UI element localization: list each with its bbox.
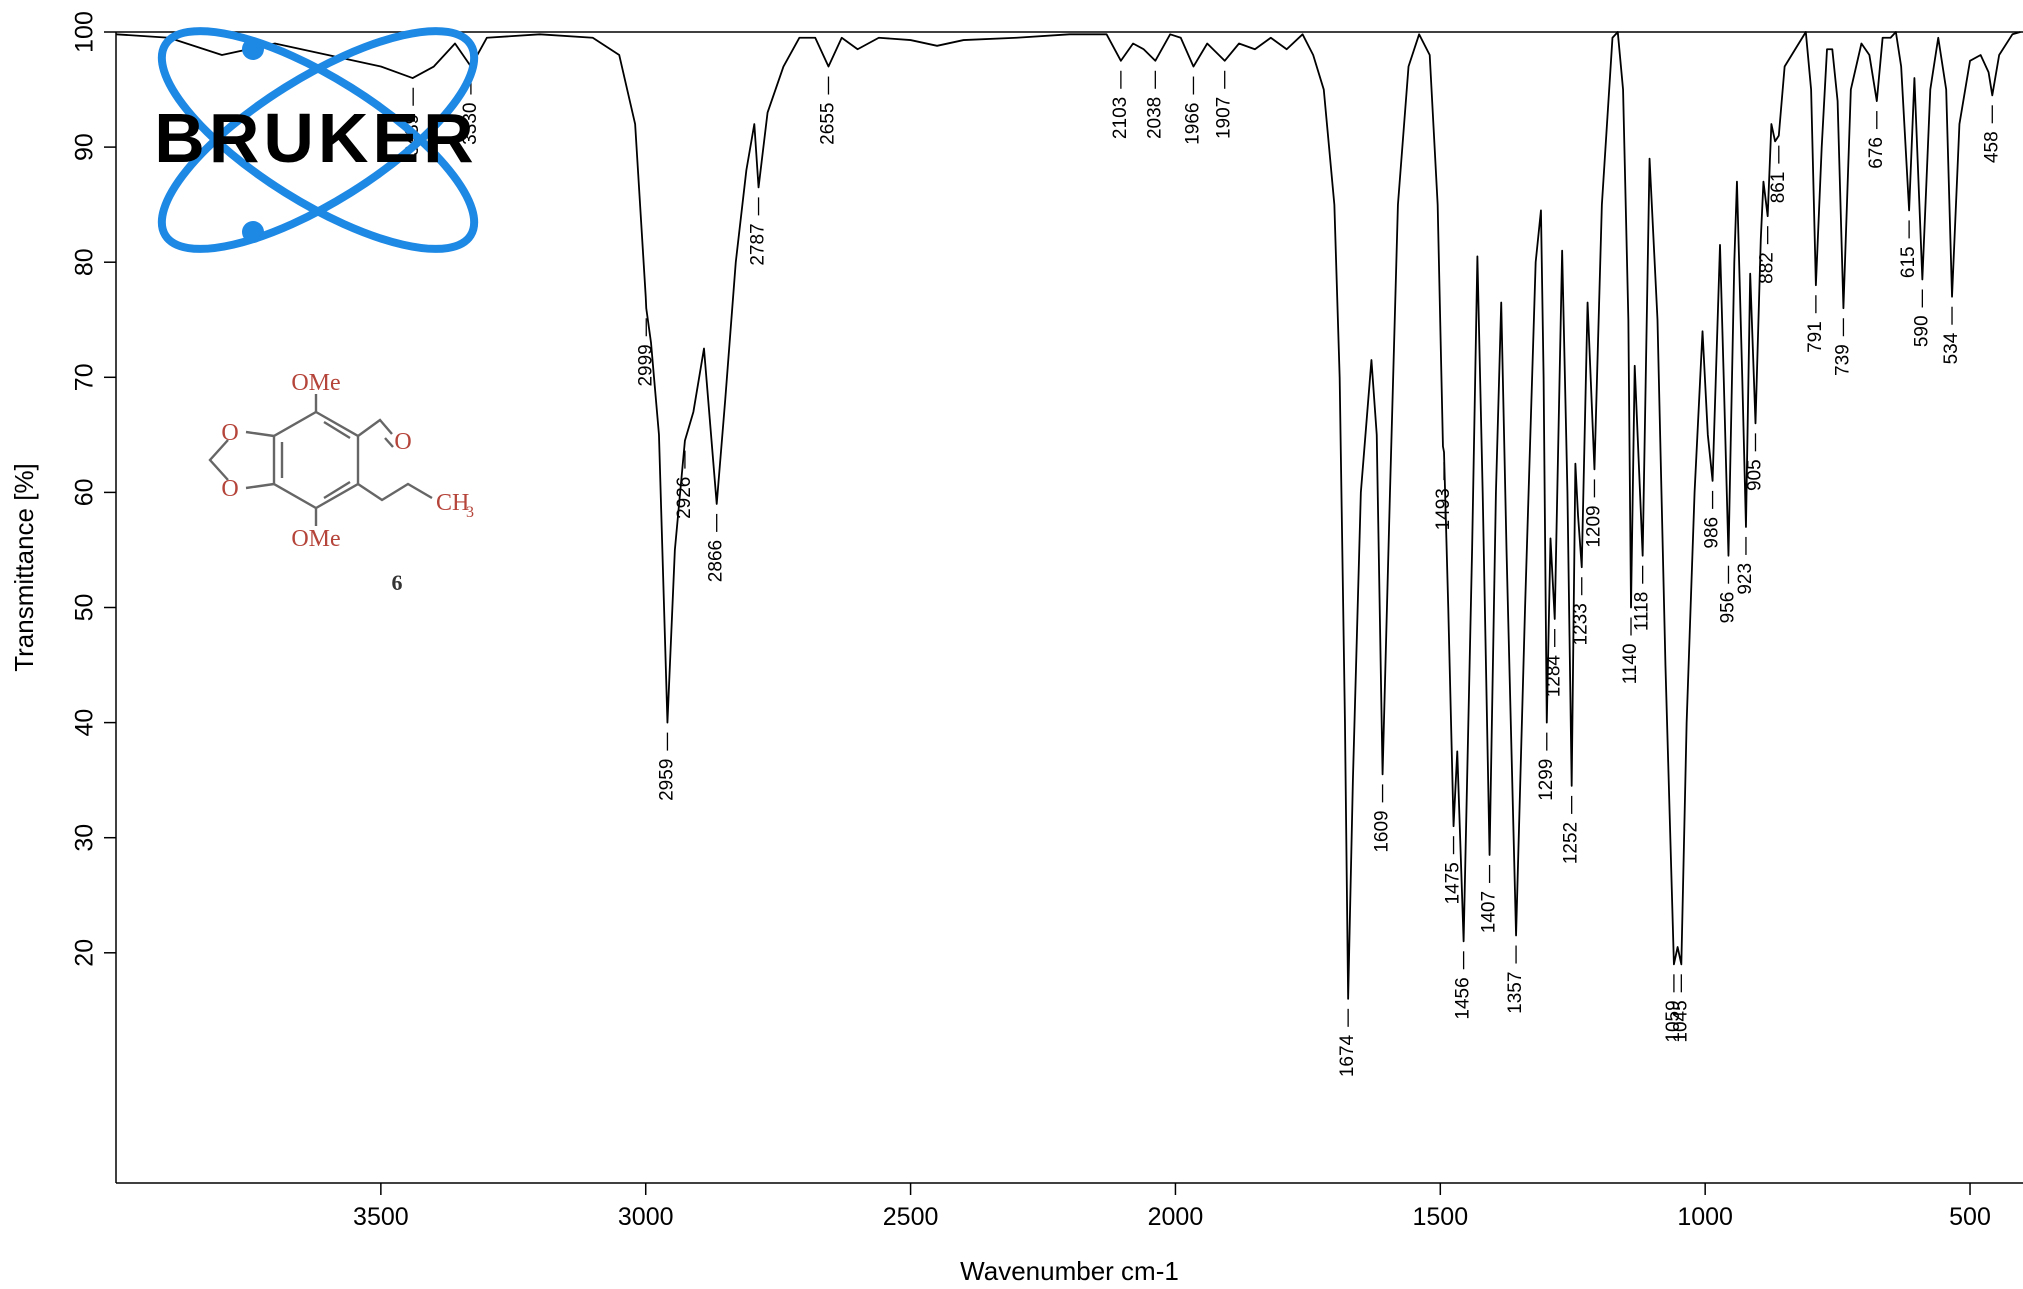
x-axis-title: Wavenumber cm-1 bbox=[960, 1256, 1179, 1286]
bond bbox=[245, 482, 275, 490]
bond bbox=[384, 437, 394, 448]
structure-label: OMe bbox=[291, 370, 340, 396]
peak-label: 1059 bbox=[1663, 1000, 1684, 1042]
peak-label: 1140 bbox=[1620, 644, 1641, 685]
peak-label: 1907 bbox=[1214, 97, 1235, 139]
peak-label: 2787 bbox=[748, 223, 769, 265]
peak-label: 2866 bbox=[706, 540, 727, 582]
bond bbox=[272, 410, 360, 510]
x-tick-label: 1000 bbox=[1677, 1203, 1733, 1231]
peak-label: 861 bbox=[1768, 172, 1789, 204]
bond bbox=[208, 439, 229, 481]
structure: OMe O O O OMe CH 3 6 bbox=[208, 370, 474, 595]
peak-label: 458 bbox=[1981, 131, 2002, 163]
peak-label: 1609 bbox=[1372, 810, 1393, 852]
peak-label: 739 bbox=[1832, 344, 1853, 376]
structure-label: 3 bbox=[466, 504, 474, 521]
structure-label: CH bbox=[436, 490, 469, 516]
bond bbox=[357, 418, 393, 437]
bond bbox=[323, 480, 351, 500]
peak-label: 615 bbox=[1898, 246, 1919, 278]
peak-label: 1407 bbox=[1479, 891, 1500, 933]
peak-label: 1966 bbox=[1182, 103, 1203, 145]
peak-label: 986 bbox=[1702, 517, 1723, 549]
peak-label: 676 bbox=[1866, 137, 1887, 169]
peak-label: 2038 bbox=[1144, 97, 1165, 139]
structure-label: O bbox=[221, 476, 238, 502]
peak-label: 1299 bbox=[1536, 759, 1557, 801]
structure-label: O bbox=[394, 429, 411, 455]
structure-label: O bbox=[221, 420, 238, 446]
peak-label: 3330 bbox=[460, 103, 481, 145]
peak-label: 956 bbox=[1717, 592, 1738, 624]
y-tick-label: 70 bbox=[71, 363, 99, 391]
x-tick-label: 500 bbox=[1949, 1203, 1991, 1231]
peak-label: 2103 bbox=[1110, 97, 1131, 139]
plot-area: 3500 3000 2500 2000 1500 1000 500 20 30 40 50 60 70 8… bbox=[9, 11, 2023, 1286]
peak-label: 1252 bbox=[1561, 822, 1582, 864]
peak-label: 2959 bbox=[656, 759, 677, 801]
peak-label: 1456 bbox=[1453, 977, 1474, 1019]
peak-label: 2926 bbox=[674, 477, 695, 519]
x-tick-label: 2500 bbox=[883, 1203, 939, 1231]
peak-label: 1209 bbox=[1583, 505, 1604, 547]
logo-dot bbox=[242, 221, 264, 243]
peak-label: 1233 bbox=[1571, 603, 1592, 645]
y-tick-label: 60 bbox=[71, 478, 99, 506]
bond bbox=[357, 482, 433, 502]
logo-orbit bbox=[157, 27, 479, 253]
peak-label: 791 bbox=[1805, 321, 1826, 353]
peak-label: 1674 bbox=[1337, 1034, 1358, 1077]
peak-label: 1493 bbox=[1433, 488, 1454, 530]
peak-label: 1475 bbox=[1443, 862, 1464, 904]
peak-label: 882 bbox=[1757, 252, 1778, 284]
y-axis-title: Transmittance [%] bbox=[9, 463, 39, 672]
structure-label: OMe bbox=[291, 526, 340, 552]
bond bbox=[323, 420, 351, 440]
y-tick-label: 80 bbox=[71, 248, 99, 276]
peak-label: 534 bbox=[1941, 332, 1962, 364]
peak-label: 590 bbox=[1911, 315, 1932, 347]
peak-label: 1045 bbox=[1670, 1000, 1691, 1042]
y-tick-label: 40 bbox=[71, 709, 99, 737]
peak-label: 2999 bbox=[635, 344, 656, 386]
y-tick-label: 90 bbox=[71, 133, 99, 161]
bond bbox=[245, 430, 275, 438]
logo-text: BRUKER bbox=[154, 99, 477, 177]
logo-dot bbox=[242, 38, 264, 60]
x-tick-label: 3000 bbox=[618, 1203, 674, 1231]
y-tick-label: 100 bbox=[71, 11, 99, 53]
y-tick-label: 30 bbox=[71, 824, 99, 852]
peak-label: 905 bbox=[1745, 459, 1766, 491]
logo-orbit bbox=[157, 27, 479, 253]
x-tick-label: 2000 bbox=[1148, 1203, 1204, 1231]
y-tick-label: 50 bbox=[71, 594, 99, 622]
peak-label: 2655 bbox=[817, 103, 838, 145]
logo: BRUKER bbox=[154, 27, 479, 253]
x-tick-label: 3500 bbox=[353, 1203, 409, 1231]
x-tick-label: 1500 bbox=[1412, 1203, 1468, 1231]
spectrum-line bbox=[115, 31, 2021, 1000]
y-tick-label: 20 bbox=[71, 939, 99, 967]
compound-number: 6 bbox=[392, 570, 403, 595]
peak-label: 923 bbox=[1735, 563, 1756, 595]
peak-label: 1357 bbox=[1505, 972, 1526, 1014]
peak-label: 1284 bbox=[1544, 655, 1565, 698]
peak-label: 1118 bbox=[1632, 592, 1653, 631]
